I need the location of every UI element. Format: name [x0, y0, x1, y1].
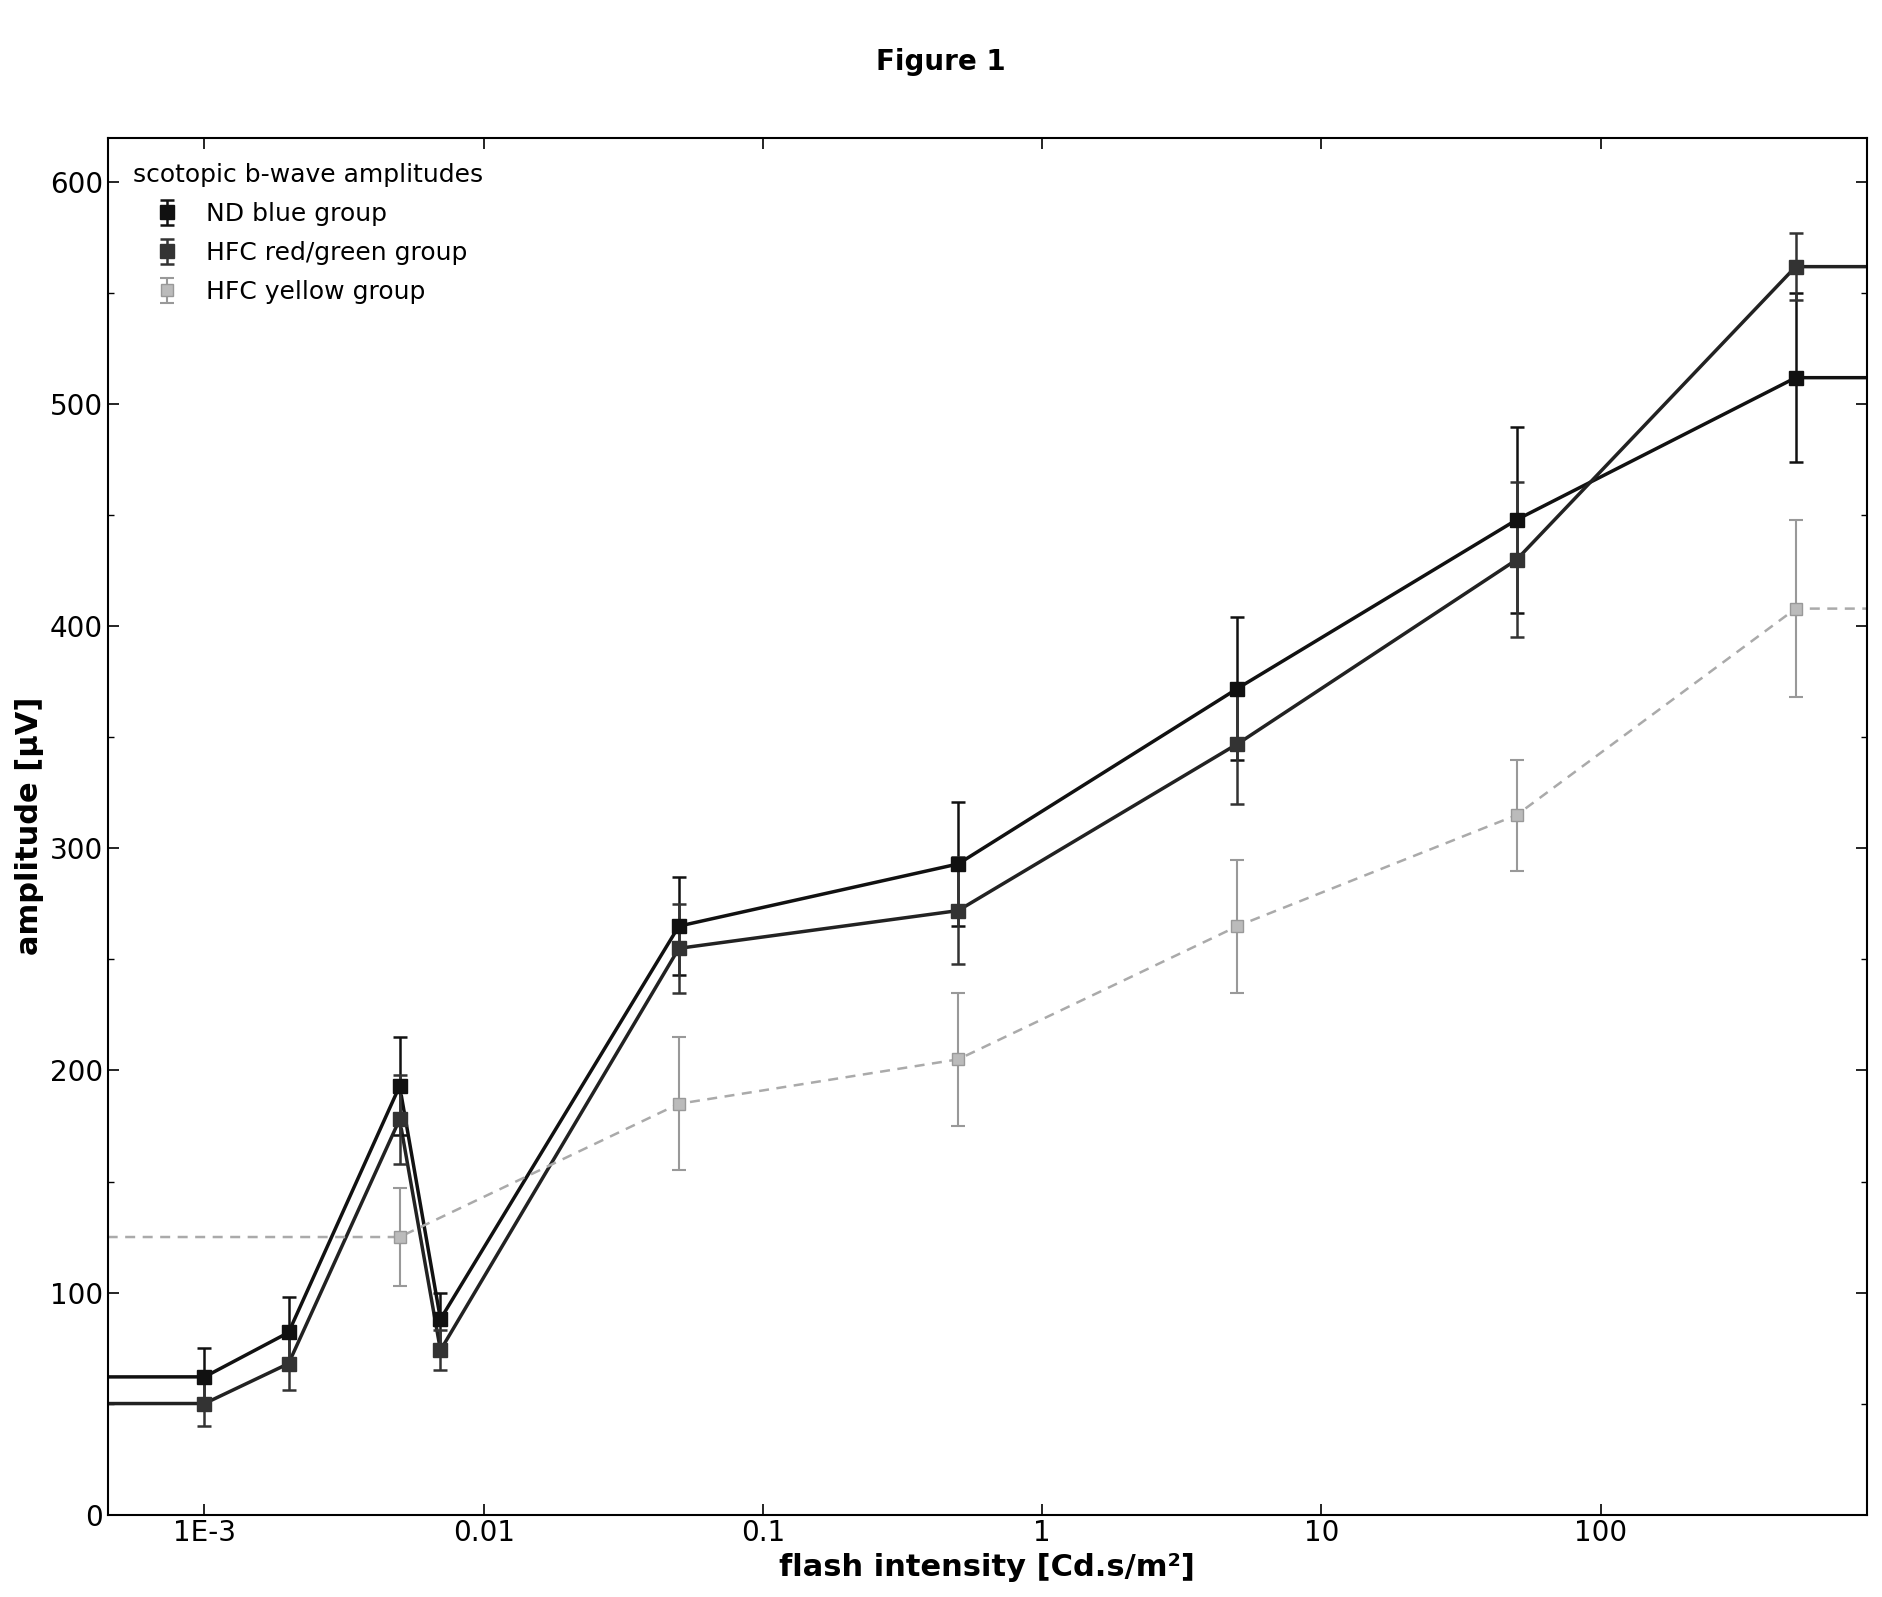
X-axis label: flash intensity [Cd.s/m²]: flash intensity [Cd.s/m²] — [779, 1552, 1195, 1583]
Text: Figure 1: Figure 1 — [877, 48, 1005, 77]
Y-axis label: amplitude [µV]: amplitude [µV] — [15, 696, 43, 955]
Legend: ND blue group, HFC red/green group, HFC yellow group: ND blue group, HFC red/green group, HFC … — [120, 150, 495, 316]
